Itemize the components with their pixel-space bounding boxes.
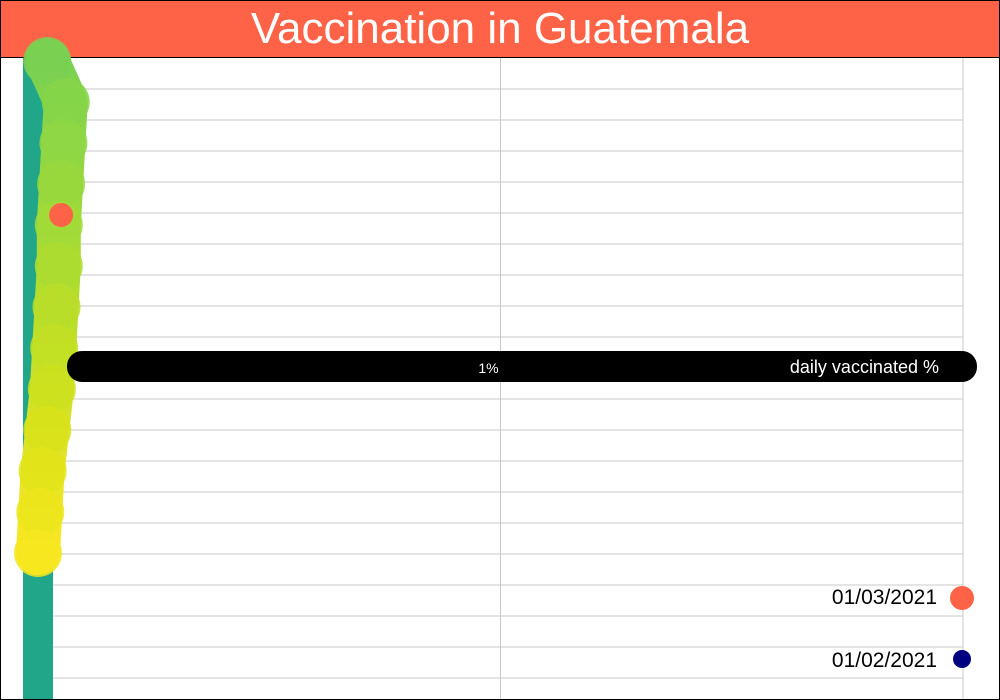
series-point	[34, 242, 83, 290]
series-point	[14, 529, 62, 577]
series-trail	[14, 37, 90, 577]
indicator-layer: 1% daily vaccinated %	[67, 351, 977, 382]
indicator-bar	[67, 351, 977, 382]
series-point	[39, 119, 88, 167]
series-point	[32, 283, 81, 331]
series-point	[27, 365, 76, 413]
grid-lines	[53, 58, 964, 699]
legend-label-older: 01/02/2021	[831, 649, 937, 672]
series-point	[18, 447, 67, 495]
legend	[950, 586, 974, 668]
series-point	[30, 324, 79, 372]
x-axis-label: daily vaccinated %	[790, 357, 939, 377]
series-point	[23, 37, 72, 85]
legend-marker-older	[953, 650, 971, 668]
series-point	[41, 78, 90, 126]
legend-marker-recent	[950, 586, 974, 610]
legend-label-recent: 01/03/2021	[831, 586, 937, 609]
series-point	[37, 160, 86, 208]
chart-title: Vaccination in Guatemala	[250, 4, 750, 53]
x-tick-label: 1%	[478, 360, 498, 376]
highlight-point	[49, 203, 74, 227]
series-point	[16, 488, 65, 536]
series-point	[23, 406, 72, 454]
title-bar: Vaccination in Guatemala	[1, 1, 999, 58]
